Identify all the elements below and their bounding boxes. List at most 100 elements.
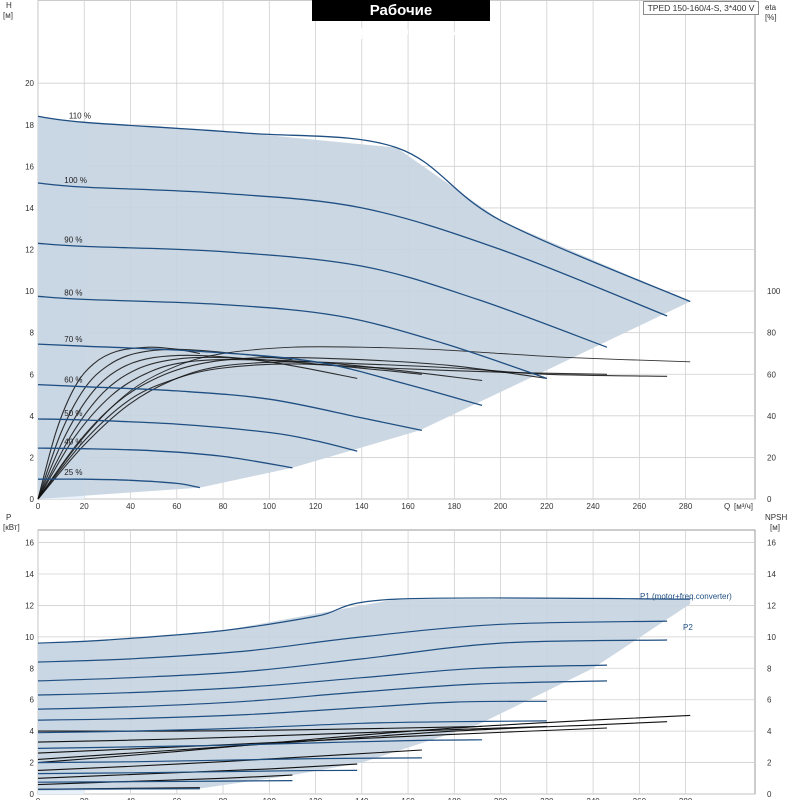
power-curve bbox=[37, 680, 608, 710]
x-tick-label: 280 bbox=[679, 797, 693, 800]
series-label-p1: P1 (motor+freq.converter) bbox=[640, 592, 732, 601]
x-tick-label: 220 bbox=[540, 797, 554, 800]
npsh-curve bbox=[37, 725, 547, 743]
y-left-tick-label: 20 bbox=[25, 79, 34, 88]
y-left-tick-label: 4 bbox=[30, 727, 35, 736]
x-tick-label: 160 bbox=[401, 797, 415, 800]
speed-curve bbox=[37, 295, 548, 380]
x-tick-label: 220 bbox=[540, 502, 554, 511]
y-left-axis-label: H bbox=[6, 1, 12, 10]
chart-title: Рабочие характеристики bbox=[312, 0, 490, 40]
npsh-curve bbox=[37, 774, 293, 786]
x-tick-label: 260 bbox=[633, 502, 647, 511]
series-label-p2: P2 bbox=[683, 623, 693, 632]
speed-curve-label: 40 % bbox=[64, 438, 82, 447]
npsh-curve bbox=[37, 721, 668, 760]
y-left-tick-label: 2 bbox=[30, 453, 35, 462]
power-curve bbox=[37, 620, 668, 663]
y-right-tick-label: 40 bbox=[767, 412, 776, 421]
x-tick-label: 60 bbox=[172, 797, 181, 800]
x-tick-label: 140 bbox=[355, 502, 369, 511]
speed-curve bbox=[37, 383, 423, 432]
x-tick-label: 120 bbox=[309, 797, 323, 800]
y-left-tick-label: 16 bbox=[25, 162, 34, 171]
x-tick-label: 280 bbox=[679, 502, 693, 511]
y-left-tick-label: 12 bbox=[25, 601, 34, 610]
top-panel: 110 % 100 % 90 % 80 % 70 % 60 % 50 % 40 % 25 % 0… bbox=[3, 0, 781, 511]
pump-model-label: TPED 150-160/4-S, 3*400 V bbox=[643, 1, 759, 15]
speed-curve-label: 25 % bbox=[64, 468, 82, 477]
x-tick-label: 180 bbox=[448, 502, 462, 511]
top-efficiency-curves bbox=[37, 346, 691, 500]
x-tick-label: 240 bbox=[586, 502, 600, 511]
speed-curve bbox=[37, 115, 691, 303]
power-curve bbox=[37, 788, 200, 790]
y-right-tick-label: 8 bbox=[767, 664, 772, 673]
y-left-tick-label: 10 bbox=[25, 633, 34, 642]
x-tick-label: 40 bbox=[126, 797, 135, 800]
power-curve bbox=[37, 739, 483, 749]
x-tick-label: 120 bbox=[309, 502, 323, 511]
speed-curve bbox=[37, 182, 668, 317]
x-tick-label: 40 bbox=[126, 502, 135, 511]
npsh-axis-unit: [м] bbox=[770, 523, 780, 532]
x-tick-label: 200 bbox=[494, 502, 508, 511]
y-right-tick-label: 0 bbox=[767, 495, 772, 504]
x-tick-label: 140 bbox=[355, 797, 369, 800]
y-left-tick-label: 2 bbox=[30, 759, 35, 768]
y-left-tick-label: 6 bbox=[30, 696, 35, 705]
x-tick-label: 0 bbox=[36, 502, 41, 511]
p-axis-label: P bbox=[6, 513, 11, 522]
power-curve bbox=[37, 664, 608, 696]
x-tick-label: 80 bbox=[219, 502, 228, 511]
y-left-tick-label: 14 bbox=[25, 204, 34, 213]
x-tick-label: 200 bbox=[494, 797, 508, 800]
x-tick-label: 160 bbox=[401, 502, 415, 511]
x-tick-label: 0 bbox=[36, 797, 41, 800]
top-operating-region bbox=[38, 116, 691, 500]
y-right-axis-unit: [%] bbox=[765, 13, 777, 22]
power-curve bbox=[37, 720, 547, 734]
y-left-axis-unit: [м] bbox=[3, 11, 13, 20]
operating-region bbox=[38, 599, 691, 791]
bottom-panel: P1 (motor+freq.converter)P2 020406080100… bbox=[3, 513, 787, 800]
speed-curve bbox=[37, 343, 483, 407]
speed-curve bbox=[37, 418, 358, 452]
efficiency-curve bbox=[37, 354, 358, 500]
power-curve bbox=[37, 597, 691, 644]
y-left-tick-label: 16 bbox=[25, 539, 34, 548]
y-left-tick-label: 10 bbox=[25, 287, 34, 296]
efficiency-curve bbox=[37, 356, 547, 500]
y-right-tick-label: 0 bbox=[767, 790, 772, 799]
y-left-tick-label: 4 bbox=[30, 412, 35, 421]
y-right-tick-label: 80 bbox=[767, 329, 776, 338]
x-tick-label: 20 bbox=[80, 502, 89, 511]
speed-curve-label: 60 % bbox=[64, 376, 82, 385]
speed-curve bbox=[37, 447, 293, 469]
speed-curve-label: 50 % bbox=[64, 409, 82, 418]
efficiency-curve bbox=[37, 363, 608, 500]
y-right-tick-label: 4 bbox=[767, 727, 772, 736]
y-right-axis-label: eta bbox=[765, 3, 777, 12]
y-left-tick-label: 8 bbox=[30, 664, 35, 673]
y-left-tick-label: 0 bbox=[30, 495, 35, 504]
power-curve bbox=[37, 700, 547, 721]
efficiency-curve bbox=[37, 359, 483, 500]
y-left-tick-label: 18 bbox=[25, 121, 34, 130]
efficiency-curve bbox=[37, 356, 422, 500]
npsh-curve bbox=[37, 727, 608, 754]
x-tick-label: 80 bbox=[219, 797, 228, 800]
y-left-tick-label: 6 bbox=[30, 370, 35, 379]
top-speed-curves: 110 % 100 % 90 % 80 % 70 % 60 % 50 % 40 % 25 % bbox=[37, 112, 691, 489]
x-axis-label: Q bbox=[724, 502, 730, 511]
bottom-operating-region bbox=[38, 599, 691, 794]
power-curve bbox=[37, 639, 668, 682]
y-right-tick-label: 10 bbox=[767, 633, 776, 642]
power-curve bbox=[37, 780, 293, 783]
bottom-power-curves: P1 (motor+freq.converter) P2 bbox=[37, 592, 732, 790]
x-tick-label: 100 bbox=[263, 502, 277, 511]
bottom-axes: 0204060801001201401601802002202402602800… bbox=[3, 513, 787, 800]
x-tick-label: 100 bbox=[263, 797, 277, 800]
power-curve bbox=[37, 757, 422, 764]
